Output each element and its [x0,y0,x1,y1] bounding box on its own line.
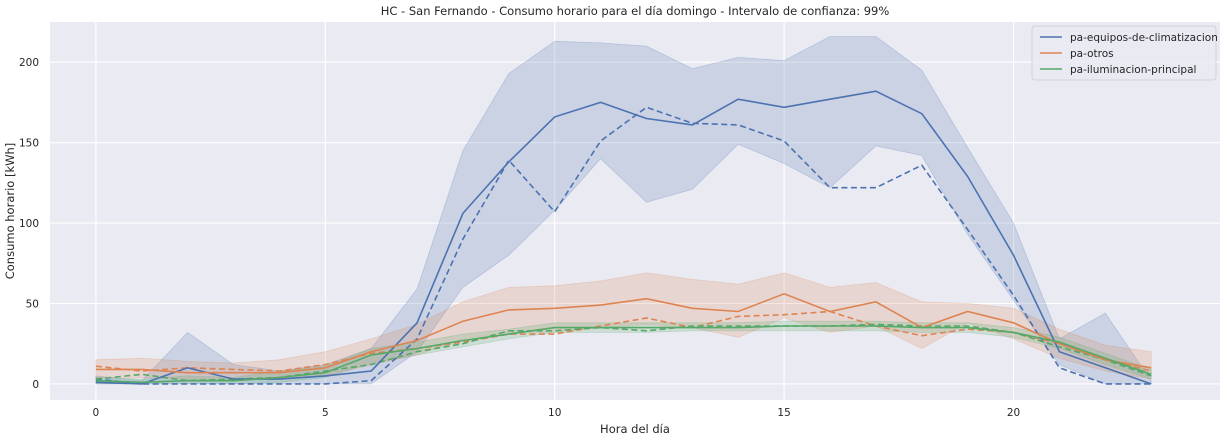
legend-label: pa-iluminacion-principal [1070,64,1196,76]
chart-title: HC - San Fernando - Consumo horario para… [381,4,890,18]
x-tick-labels: 0 5 10 15 20 [93,407,1021,419]
y-tick-label: 100 [19,218,39,230]
y-tick-label: 0 [32,379,39,391]
y-tick-labels: 0 50 100 150 200 [19,57,39,391]
dashed-line-pa-otros [95,310,1152,372]
y-tick-label: 200 [19,57,39,69]
legend-label: pa-otros [1070,48,1114,60]
x-tick-label: 20 [1007,407,1020,419]
y-tick-label: 50 [26,298,39,310]
x-axis-label: Hora del día [600,422,670,436]
series-lines [95,90,1152,385]
series-line-pa-otros [95,292,1152,374]
dashed-line-pa-equipos-de-climatizacion [95,106,1152,385]
confidence-band-pa-otros [95,272,1152,380]
legend: pa-equipos-de-climatizacion pa-otros pa-il… [1031,25,1218,81]
confidence-band-pa-iluminacion-principal [95,320,1152,385]
x-tick-label: 0 [93,407,100,419]
y-axis-label: Consumo horario [kWh] [3,143,17,280]
plot-background [50,22,1220,400]
series-line-pa-iluminacion-principal [95,325,1152,384]
x-tick-label: 15 [777,407,790,419]
legend-label: pa-equipos-de-climatizacion [1070,32,1218,44]
x-tick-label: 5 [322,407,329,419]
legend-box [1031,25,1217,81]
x-tick-label: 10 [548,407,561,419]
series-line-pa-equipos-de-climatizacion [95,90,1152,385]
y-tick-label: 150 [19,138,39,150]
